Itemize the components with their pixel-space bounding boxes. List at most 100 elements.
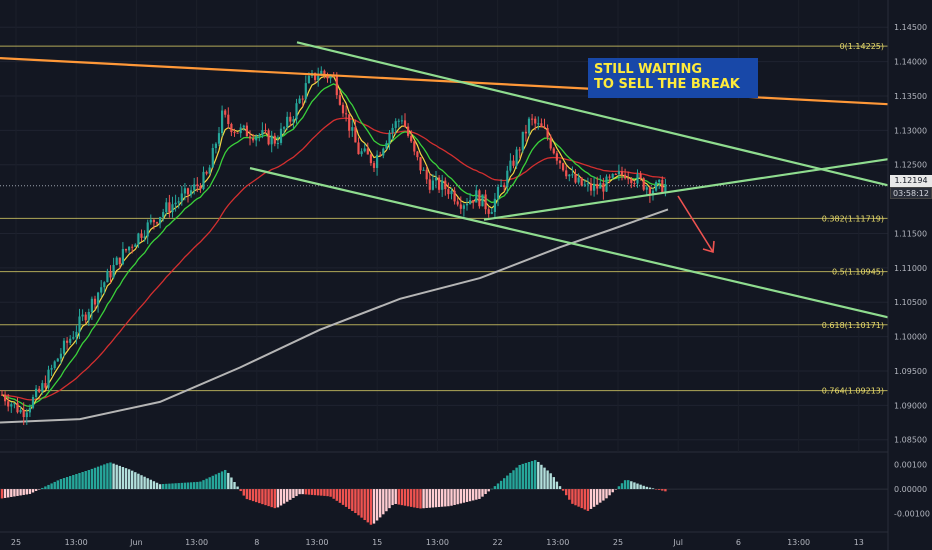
price-tick-label: 1.11000 — [894, 264, 927, 273]
candle-body — [292, 119, 295, 122]
oscillator-bar — [341, 489, 345, 505]
candle-body — [143, 236, 146, 238]
oscillator-bar — [199, 481, 202, 490]
candle-body — [512, 160, 515, 166]
price-tick-label: 1.09000 — [894, 401, 927, 410]
oscillator-bar — [65, 477, 69, 490]
oscillator-bar — [127, 469, 131, 490]
oscillator-bar — [152, 481, 156, 490]
candle-body — [242, 125, 245, 128]
candle-body — [186, 188, 190, 195]
oscillator-bar — [112, 463, 115, 490]
candle-body — [469, 200, 472, 204]
oscillator-bar — [602, 489, 605, 501]
grid-lines — [0, 26, 932, 533]
time-axis[interactable]: 25 13:00 Jun 13:00 8 13:00 15 13:00 22 13:00 25 Jul… — [11, 538, 864, 547]
oscillator-bar — [481, 489, 484, 497]
candle-body — [159, 217, 162, 224]
oscillator-bar — [623, 480, 627, 490]
oscillator-bar — [261, 489, 264, 505]
price-tick-label: 1.11500 — [894, 229, 927, 238]
candle-body — [503, 185, 506, 188]
oscillator-bar — [617, 486, 621, 490]
candle-body — [531, 118, 534, 120]
oscillator-bar — [78, 473, 81, 490]
time-tick-label: 13:00 — [546, 538, 569, 547]
trend-lines — [0, 41, 889, 319]
oscillator-bar — [242, 489, 245, 496]
fib-label: 0(1.14225) — [840, 42, 884, 51]
candle-body — [261, 130, 264, 136]
oscillator-bar — [428, 489, 431, 508]
candle-body — [106, 270, 109, 283]
price-tick-label: 1.12500 — [894, 161, 927, 170]
candle-body — [22, 410, 25, 418]
candle-body — [66, 340, 69, 343]
candle-body — [562, 163, 565, 171]
oscillator-bar — [292, 489, 295, 498]
oscillator-bar — [382, 489, 385, 515]
candle-body — [304, 83, 307, 99]
candle-body — [416, 151, 419, 158]
candle-body — [586, 183, 589, 185]
oscillator-bar — [186, 482, 190, 490]
oscillator-bar — [307, 489, 311, 495]
price-tick-label: 1.14000 — [894, 58, 927, 67]
candle-body — [552, 148, 555, 154]
candle-body — [645, 187, 648, 190]
oscillator-bar — [270, 489, 273, 508]
oscillator-bar — [558, 486, 562, 490]
candle-body — [354, 127, 357, 143]
oscillator-bar — [103, 464, 106, 490]
oscillator-bar — [38, 489, 41, 490]
oscillator-bar — [388, 489, 391, 509]
candle-body — [221, 110, 224, 134]
candle-body — [208, 167, 211, 174]
oscillator-bar — [158, 484, 162, 490]
oscillator-bar — [369, 489, 373, 525]
oscillator-bar — [196, 481, 199, 490]
candle-body — [351, 127, 354, 131]
oscillator-bar — [437, 489, 441, 507]
oscillator-bar — [211, 475, 214, 490]
candle-body — [78, 316, 81, 332]
candle-body — [270, 135, 273, 145]
oscillator-bar — [310, 489, 314, 495]
oscillator-bar — [344, 489, 348, 507]
candle-body — [264, 130, 267, 132]
oscillator-bar — [465, 489, 469, 502]
candle-body — [307, 75, 310, 84]
time-tick-label: 22 — [493, 538, 503, 547]
candle-body — [453, 190, 456, 202]
candle-body — [131, 246, 134, 248]
candle-body — [124, 249, 128, 251]
oscillator-bar — [543, 467, 546, 490]
oscillator-bar — [171, 483, 174, 490]
candle-body — [518, 149, 521, 151]
oscillator-bar — [115, 464, 118, 490]
oscillator-bar — [177, 483, 180, 490]
candle-body — [655, 182, 658, 191]
candle-body — [236, 132, 239, 134]
oscillator-bar — [131, 470, 134, 490]
candle-body — [59, 353, 62, 359]
oscillator-bar — [273, 489, 276, 509]
oscillator-bar — [397, 489, 400, 505]
candle-body — [4, 394, 7, 402]
candle-body — [633, 182, 636, 184]
oscillator-bar — [22, 489, 25, 495]
sell-arrow-shaft — [677, 195, 714, 253]
candle-body — [496, 186, 500, 199]
candle-body — [521, 131, 524, 151]
candle-body — [611, 173, 614, 178]
candle-body — [472, 200, 475, 203]
candle-body — [87, 311, 90, 321]
candle-body — [323, 70, 326, 75]
time-tick-label: 25 — [11, 538, 21, 547]
oscillator-bar — [478, 489, 481, 499]
time-tick-label: 13 — [854, 538, 864, 547]
oscillator-bar — [450, 489, 453, 506]
candle-body — [289, 116, 292, 122]
price-axis[interactable]: 1.14500 1.14000 1.13500 1.13000 1.12500 1.115… — [887, 0, 932, 550]
